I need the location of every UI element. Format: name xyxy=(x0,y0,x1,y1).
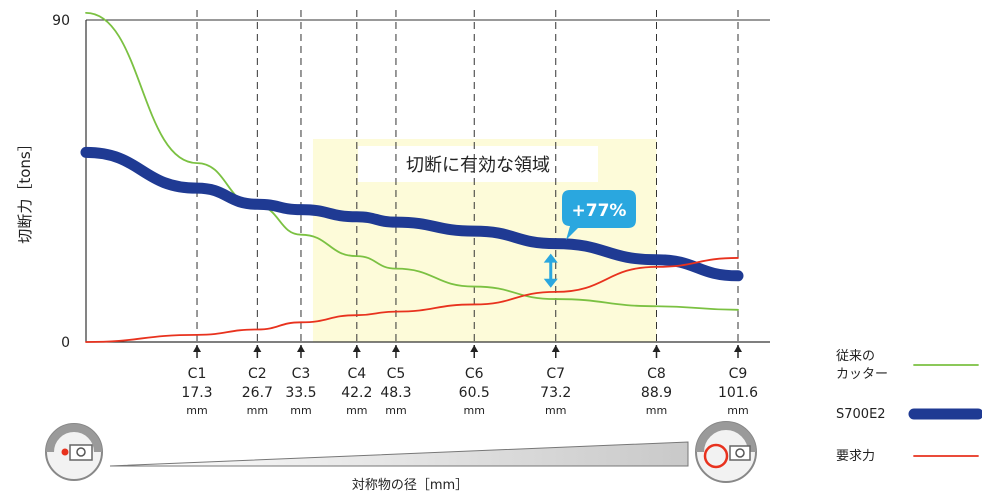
x-tick-label: C8 xyxy=(647,366,666,382)
x-tick-value: 48.3 xyxy=(380,385,411,401)
x-tick-value: 73.2 xyxy=(540,385,571,401)
legend-label: S700E2 xyxy=(836,407,886,422)
x-tick-label: C7 xyxy=(546,366,565,382)
x-tick-unit: mm xyxy=(385,404,406,417)
x-tick-unit: mm xyxy=(346,404,367,417)
annotation-bubble xyxy=(562,190,636,240)
x-tick-value: 33.5 xyxy=(285,385,316,401)
x-axis-label: 対称物の径［mm］ xyxy=(352,478,468,493)
x-tick-arrowhead xyxy=(652,345,661,352)
x-tick-unit: mm xyxy=(646,404,667,417)
x-tick-value: 101.6 xyxy=(718,385,758,401)
large-cutter-icon xyxy=(695,421,757,483)
x-tick-label: C2 xyxy=(248,366,267,382)
x-tick-arrowhead xyxy=(551,345,560,352)
x-tick-arrowhead xyxy=(296,345,305,352)
x-tick-label: C9 xyxy=(729,366,748,382)
x-tick-value: 60.5 xyxy=(459,385,490,401)
annotation-arrowhead-down xyxy=(543,278,558,288)
region-label-box xyxy=(358,146,598,182)
x-tick-arrowhead xyxy=(253,345,262,352)
y-tick-label: 0 xyxy=(61,335,70,351)
x-tick-label: C5 xyxy=(387,366,406,382)
small-cutter-icon xyxy=(45,423,103,481)
x-tick-unit: mm xyxy=(464,404,485,417)
x-tick-label: C3 xyxy=(292,366,311,382)
x-tick-arrowhead xyxy=(352,345,361,352)
x-tick-value: 88.9 xyxy=(641,385,672,401)
region-label: 切断に有効な領域 xyxy=(406,155,550,176)
x-tick-unit: mm xyxy=(290,404,311,417)
series-line-2 xyxy=(85,257,739,343)
x-tick-unit: mm xyxy=(247,404,268,417)
x-tick-arrowhead xyxy=(734,345,742,352)
x-tick-label: C4 xyxy=(347,366,366,382)
legend-label: 要求力 xyxy=(836,449,875,464)
diameter-wedge xyxy=(109,441,689,467)
x-tick-value: 17.3 xyxy=(181,385,212,401)
x-tick-label: C6 xyxy=(465,366,484,382)
x-tick-arrowhead xyxy=(391,345,400,352)
x-tick-arrowhead xyxy=(193,345,202,352)
annotation-arrowhead-up xyxy=(543,253,558,263)
x-tick-value: 42.2 xyxy=(341,385,372,401)
series-line-0 xyxy=(85,11,739,311)
x-tick-arrowhead xyxy=(470,345,479,352)
annotation-label: +77% xyxy=(572,201,627,221)
legend-label: 従来の xyxy=(836,349,875,364)
x-tick-label: C1 xyxy=(188,366,207,382)
y-axis-label: 切断力［tons］ xyxy=(16,136,34,243)
x-tick-unit: mm xyxy=(545,404,566,417)
legend-label: カッター xyxy=(836,367,888,382)
x-tick-value: 26.7 xyxy=(242,385,273,401)
x-tick-unit: mm xyxy=(186,404,207,417)
series-line-1 xyxy=(80,146,744,282)
y-tick-label: 90 xyxy=(52,13,70,29)
x-tick-unit: mm xyxy=(727,404,748,417)
